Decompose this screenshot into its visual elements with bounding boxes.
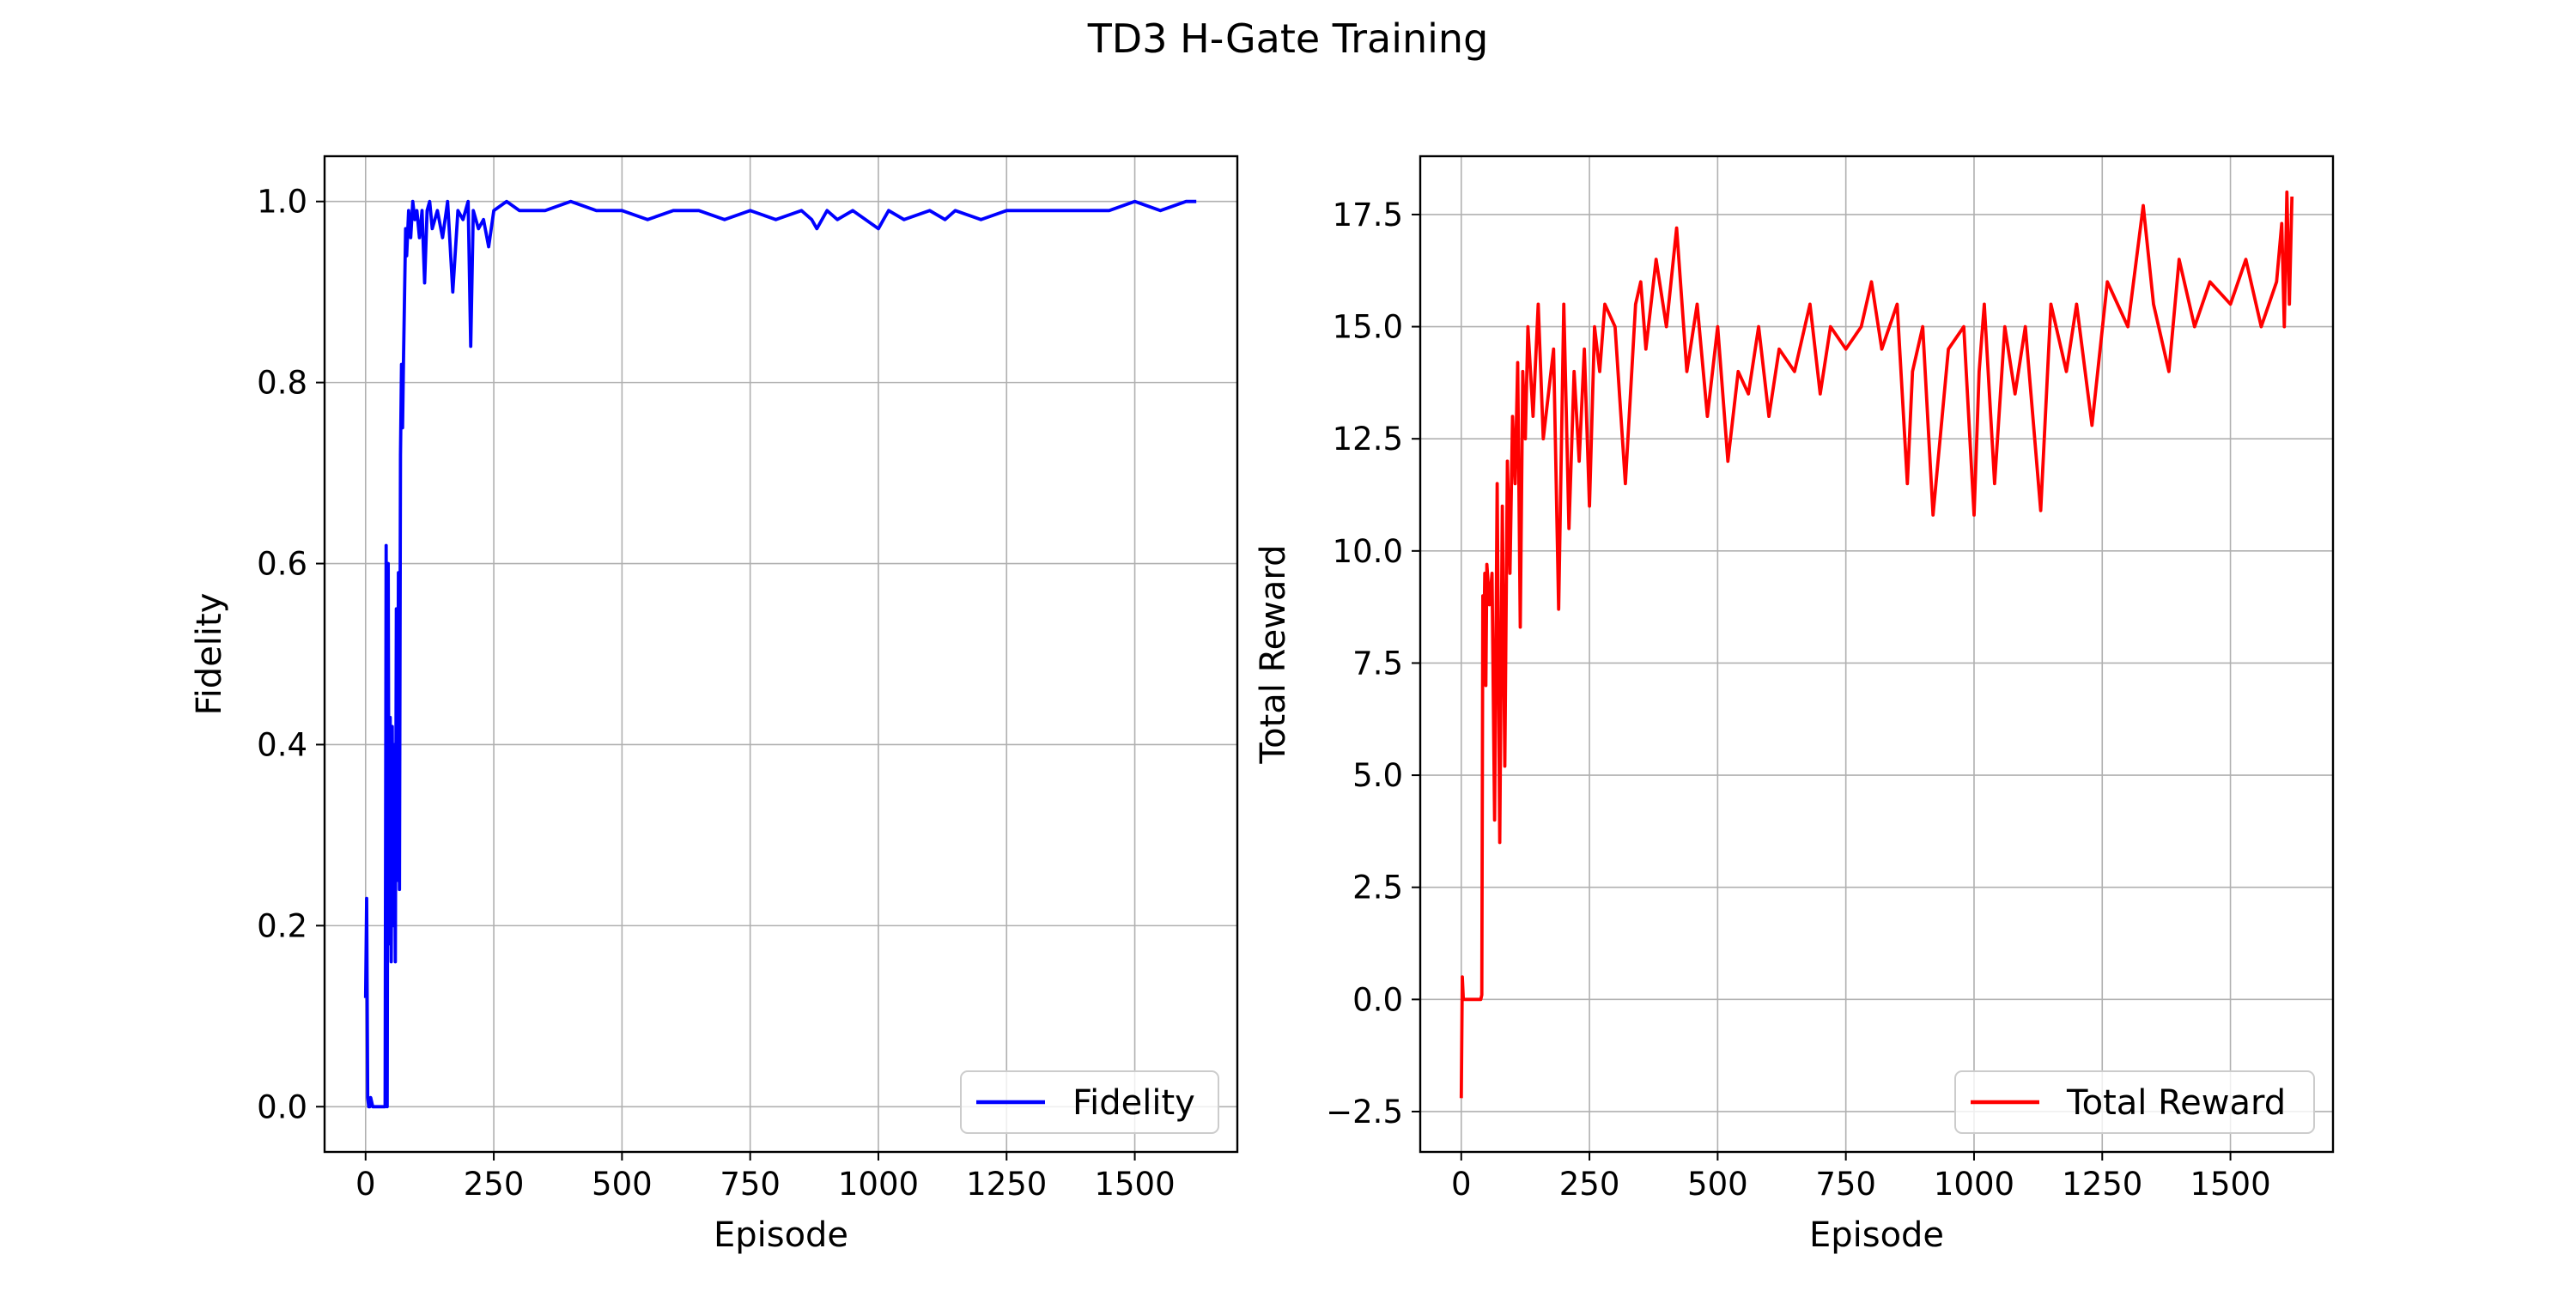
legend-box	[1954, 1070, 2315, 1134]
x-axis-label: Episode	[714, 1215, 848, 1255]
y-tick-label: 0.0	[1352, 981, 1403, 1018]
x-tick-label: 1000	[838, 1166, 919, 1203]
y-tick-label: 0.2	[257, 907, 307, 944]
chart-panel-2: 0 250 500 750 1000 1250 1500 −2.5 0.0 2.5 5.0 7.5 10…	[1254, 155, 2335, 1255]
legend: Fidelity	[960, 1070, 1219, 1134]
y-tick-label: 12.5	[1333, 421, 1403, 458]
x-tick-label: 0	[1451, 1166, 1472, 1203]
x-tick-label: 250	[464, 1166, 525, 1203]
axes-frame	[1419, 155, 2335, 1154]
legend: Total Reward	[1954, 1070, 2315, 1134]
y-tick-label: 15.0	[1333, 309, 1403, 346]
y-tick-label: 10.0	[1333, 533, 1403, 570]
x-tick-label: 1250	[2062, 1166, 2142, 1203]
y-tick-label: 0.6	[257, 546, 307, 583]
x-tick-label: 500	[1687, 1166, 1748, 1203]
figure-title: TD3 H-Gate Training	[1087, 15, 1489, 62]
y-tick-label: 0.0	[257, 1088, 307, 1125]
x-tick-label: 1500	[2190, 1166, 2270, 1203]
x-tick-label: 1500	[1094, 1166, 1175, 1203]
x-tick-label: 250	[1559, 1166, 1620, 1203]
y-tick-label: 1.0	[257, 184, 307, 221]
x-tick-label: 1000	[1934, 1166, 2014, 1203]
y-tick-label: 7.5	[1352, 645, 1403, 682]
chart-panel-1: 0 250 500 750 1000 1250 1500 0.0 0.2 0.4 0.6 0.8 1.0…	[190, 155, 1239, 1255]
y-tick-label: 0.4	[257, 726, 307, 763]
y-tick-label: 17.5	[1333, 197, 1403, 233]
y-tick-label: 2.5	[1352, 870, 1403, 906]
legend-label: Fidelity	[1072, 1083, 1195, 1123]
y-tick-label: −2.5	[1326, 1094, 1403, 1130]
y-axis-label: Total Reward	[1254, 544, 1293, 764]
x-tick-label: 750	[1815, 1166, 1876, 1203]
legend-label: Total Reward	[2066, 1083, 2286, 1123]
x-tick-label: 1250	[966, 1166, 1047, 1203]
legend-box	[960, 1070, 1219, 1134]
x-tick-label: 500	[592, 1166, 653, 1203]
y-tick-label: 5.0	[1352, 757, 1403, 794]
series-line-fidelity	[363, 199, 1197, 1109]
series-line-total-reward	[1459, 190, 2294, 1099]
y-axis-label: Fidelity	[190, 593, 229, 716]
x-axis-label: Episode	[1809, 1215, 1944, 1255]
y-tick-label: 0.8	[257, 365, 307, 402]
axes-frame	[323, 155, 1239, 1154]
x-tick-label: 0	[355, 1166, 376, 1203]
x-tick-label: 750	[720, 1166, 781, 1203]
